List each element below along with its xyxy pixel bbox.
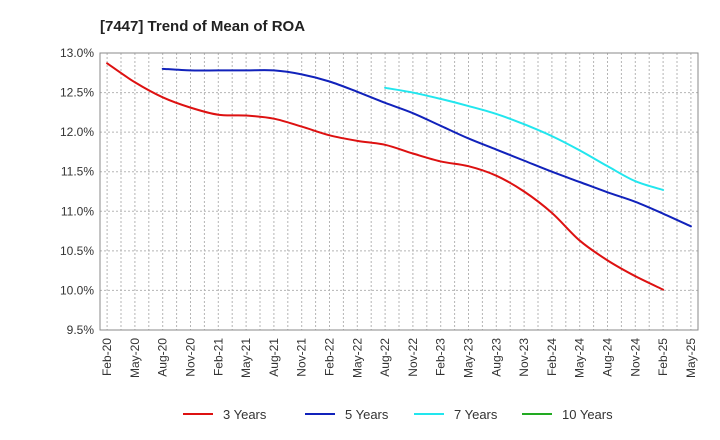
x-tick-label: Aug-20 [156,338,170,377]
y-tick-label: 9.5% [67,323,95,337]
y-tick-label: 11.0% [61,204,94,218]
series-line-7-years [384,86,665,191]
y-tick-label: 11.5% [61,165,94,179]
legend-label-7-years: 7 Years [454,407,498,422]
legend-label-3-years: 3 Years [223,407,267,422]
x-tick-label: Aug-21 [267,338,281,377]
x-tick-label: Nov-24 [628,338,642,377]
chart-title: [7447] Trend of Mean of ROA [100,18,305,35]
x-tick-label: Feb-22 [323,338,337,376]
y-tick-label: 13.0% [60,46,94,60]
x-tick-label: Aug-24 [601,338,615,377]
x-tick-label: Aug-22 [378,338,392,377]
x-tick-label: May-22 [350,338,364,378]
y-tick-label: 12.0% [60,125,94,139]
plot-area [100,53,698,330]
x-tick-label: Feb-23 [434,338,448,376]
x-tick-label: Feb-21 [211,338,225,376]
legend-label-5-years: 5 Years [345,407,389,422]
series-line-5-years [161,67,692,228]
axes: 13.0% 12.5% 12.0% 11.5% 11.0% 10.5% 10.0% 9.5% F… [60,46,698,378]
x-tick-label: May-20 [128,338,142,378]
x-tick-label: Aug-23 [489,338,503,377]
x-tick-label: Feb-24 [545,338,559,376]
legend-label-10-years: 10 Years [562,407,613,422]
series-line-3-years [106,62,665,291]
x-tick-label: May-25 [684,338,698,378]
legend: 3 Years 5 Years 7 Years 10 Years [183,407,613,422]
y-tick-label: 12.5% [60,86,94,100]
x-tick-label: May-23 [462,338,476,378]
x-tick-label: Nov-21 [295,338,309,377]
x-tick-label: Nov-20 [184,338,198,377]
x-tick-label: Nov-23 [517,338,531,377]
x-tick-label: Feb-20 [100,338,114,376]
x-tick-label: Feb-25 [656,338,670,376]
x-tick-label: May-24 [573,338,587,378]
plot-frame [99,52,699,331]
x-tick-label: Nov-22 [406,338,420,377]
series-lines [106,62,692,291]
y-tick-label: 10.0% [60,283,94,297]
y-tick-label: 10.5% [60,244,94,258]
x-tick-label: May-21 [239,338,253,378]
